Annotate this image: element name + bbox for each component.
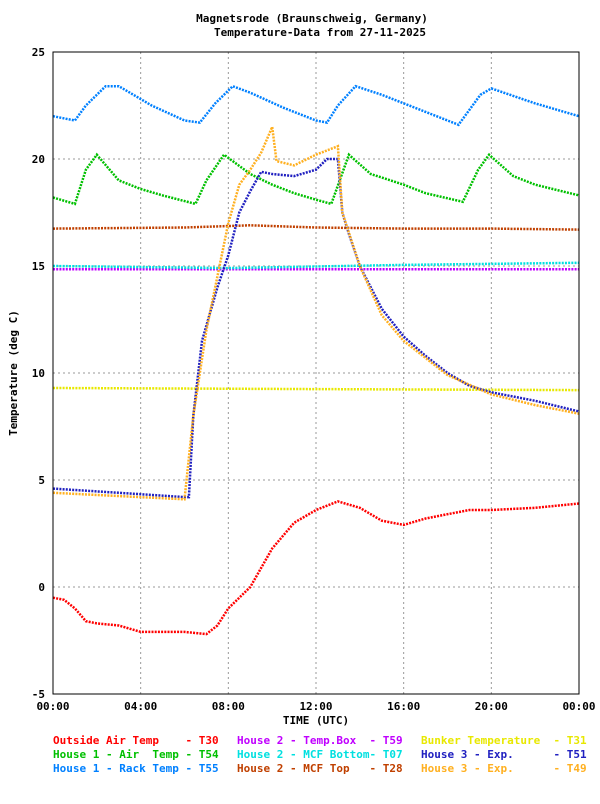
legend-entry: House 3 - Exp. - T49 <box>421 762 587 775</box>
y-tick-label: 15 <box>32 260 45 273</box>
x-tick-label: 00:00 <box>562 700 595 713</box>
series-line-4 <box>52 261 580 270</box>
x-tick-label: 04:00 <box>124 700 157 713</box>
x-tick-label: 16:00 <box>387 700 420 713</box>
legend-entry: House 2 - MCF Top - T28 <box>237 762 403 775</box>
x-axis-label: TIME (UTC) <box>283 714 349 727</box>
legend-entry: House 2 - Temp.Box - T59 <box>237 734 403 747</box>
x-tick-label: 12:00 <box>299 700 332 713</box>
x-tick-label: 20:00 <box>475 700 508 713</box>
series-line-6 <box>52 386 580 392</box>
y-axis-label: Temperature (deg C) <box>7 310 20 436</box>
legend-entry: House 1 - Air Temp - T54 <box>53 748 219 761</box>
chart-title-line2: Temperature-Data from 27-11-2025 <box>214 26 426 39</box>
y-tick-label: 0 <box>38 581 45 594</box>
chart-title-line1: Magnetsrode (Braunschweig, Germany) <box>196 12 428 25</box>
series-line-1 <box>52 152 580 206</box>
series-line-2 <box>52 84 580 127</box>
series-line-7 <box>52 157 580 499</box>
x-tick-label: 00:00 <box>36 700 69 713</box>
legend-entry: House 2 - MCF Bottom- T07 <box>237 748 403 761</box>
y-tick-label: 25 <box>32 46 45 59</box>
plot-frame <box>52 51 580 695</box>
series-line-5 <box>52 224 580 231</box>
series-line-0 <box>52 500 580 636</box>
legend-entry: House 1 - Rack Temp - T55 <box>53 762 219 775</box>
series-line-8 <box>52 122 580 501</box>
y-tick-label: 20 <box>32 153 45 166</box>
legend-entry: House 3 - Exp. - T51 <box>421 748 587 761</box>
y-tick-label: 10 <box>32 367 45 380</box>
legend-entry: Outside Air Temp - T30 <box>53 734 219 747</box>
legend-entry: Bunker Temperature - T31 <box>421 734 587 747</box>
x-tick-label: 08:00 <box>212 700 245 713</box>
y-tick-label: -5 <box>32 688 45 701</box>
y-tick-label: 5 <box>38 474 45 487</box>
